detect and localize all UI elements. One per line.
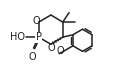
Text: O: O (56, 46, 64, 56)
Text: P: P (35, 32, 41, 42)
Text: HO: HO (10, 32, 25, 42)
Text: O: O (29, 52, 36, 62)
Text: O: O (47, 43, 55, 53)
Text: O: O (32, 16, 39, 26)
